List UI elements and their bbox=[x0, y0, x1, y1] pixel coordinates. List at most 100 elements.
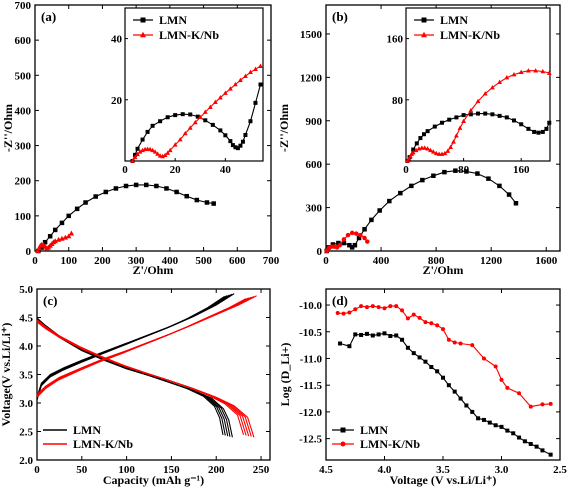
inset-data-point bbox=[160, 153, 166, 159]
data-point bbox=[493, 423, 498, 428]
inset-data-point bbox=[490, 112, 495, 117]
y-axis-label: Log (D_Li+) bbox=[278, 343, 292, 407]
data-point bbox=[74, 206, 80, 212]
data-point bbox=[52, 227, 58, 233]
data-point bbox=[336, 240, 341, 246]
discharge-curve bbox=[36, 321, 255, 438]
inset-data-point bbox=[145, 129, 150, 134]
inset-data-point bbox=[468, 112, 473, 117]
legend-marker bbox=[140, 17, 146, 23]
x-tick-label: 0 bbox=[323, 255, 329, 267]
data-point bbox=[66, 233, 72, 239]
data-point bbox=[548, 452, 553, 457]
data-point bbox=[511, 431, 516, 436]
legend-label: LMN bbox=[159, 13, 187, 27]
panel-label: (c) bbox=[43, 293, 57, 308]
inset-data-point bbox=[512, 118, 516, 123]
inset-data-point bbox=[195, 114, 200, 119]
inset-data-point bbox=[173, 113, 178, 118]
data-point bbox=[335, 311, 340, 316]
inset-data-point bbox=[511, 71, 517, 77]
data-point bbox=[376, 305, 381, 310]
data-point bbox=[458, 341, 463, 346]
inset-data-point bbox=[150, 123, 155, 128]
discharge-curve bbox=[36, 321, 252, 437]
data-point bbox=[62, 234, 69, 240]
panel-label: (b) bbox=[332, 9, 348, 24]
data-point bbox=[388, 334, 393, 339]
y-tick-label: 1200 bbox=[300, 72, 323, 84]
data-point bbox=[194, 197, 200, 203]
data-point bbox=[435, 323, 440, 328]
inset-data-point bbox=[187, 125, 193, 130]
x-tick-label: 250 bbox=[253, 464, 270, 476]
data-point bbox=[354, 231, 359, 236]
data-point bbox=[481, 356, 486, 361]
data-point bbox=[353, 332, 358, 337]
data-point bbox=[362, 227, 367, 232]
data-point bbox=[442, 169, 447, 175]
inset-data-point bbox=[180, 112, 185, 117]
x-tick-label: 3.5 bbox=[436, 464, 450, 476]
inset-data-point bbox=[432, 124, 437, 129]
data-point bbox=[423, 359, 428, 364]
discharge-curve bbox=[36, 318, 229, 437]
data-point bbox=[347, 242, 352, 248]
data-point bbox=[400, 337, 405, 342]
legend-label: LMN-K/Nb bbox=[440, 28, 500, 42]
data-point bbox=[411, 312, 416, 317]
inset-x-tick-label: 80 bbox=[458, 164, 470, 176]
legend-label: LMN bbox=[360, 423, 388, 437]
inset-data-point bbox=[410, 149, 416, 155]
data-point bbox=[441, 327, 445, 332]
inset-data-point bbox=[532, 129, 537, 134]
y-tick-label: 300 bbox=[15, 141, 32, 153]
data-point bbox=[506, 192, 512, 197]
inset-data-point bbox=[407, 153, 413, 159]
data-point bbox=[164, 186, 169, 191]
data-point bbox=[184, 193, 189, 199]
data-point bbox=[359, 332, 364, 337]
inset-data-point bbox=[147, 146, 153, 152]
inset-data-point bbox=[428, 147, 433, 153]
data-point bbox=[394, 333, 399, 338]
data-point bbox=[513, 200, 519, 206]
inset-data-point bbox=[405, 158, 410, 163]
data-point bbox=[517, 435, 522, 440]
inset-data-point bbox=[152, 149, 158, 154]
y-axis-label: -Z''/Ohm bbox=[277, 104, 291, 152]
data-point bbox=[365, 239, 370, 244]
data-point bbox=[476, 416, 481, 421]
x-axis-label: Voltage (V vs.Li/Li⁺) bbox=[390, 473, 497, 487]
inset-data-point bbox=[476, 111, 480, 116]
data-point bbox=[382, 331, 387, 336]
inset-data-point bbox=[540, 129, 545, 134]
inset-data-point bbox=[411, 147, 416, 152]
data-point bbox=[435, 369, 440, 374]
y-tick-label: 700 bbox=[15, 0, 32, 12]
x-tick-label: 300 bbox=[128, 255, 145, 267]
data-point bbox=[103, 189, 109, 195]
x-tick-label: 4.0 bbox=[378, 464, 392, 476]
inset-y-tick-label: 20 bbox=[111, 95, 123, 107]
data-point bbox=[398, 190, 403, 196]
data-point bbox=[405, 316, 410, 321]
inset-data-point bbox=[207, 104, 213, 109]
data-point bbox=[517, 391, 522, 396]
inset-data-point bbox=[258, 63, 263, 68]
inset-data-point bbox=[253, 66, 258, 71]
inset-data-point bbox=[137, 149, 143, 154]
data-point bbox=[68, 230, 75, 236]
inset-data-point bbox=[165, 150, 171, 155]
x-tick-label: 500 bbox=[195, 255, 212, 267]
x-tick-label: 4.5 bbox=[319, 464, 333, 476]
data-point bbox=[337, 242, 343, 248]
y-tick-label: 200 bbox=[15, 176, 32, 188]
y-tick-label: 3.5 bbox=[19, 370, 33, 382]
inset-data-point bbox=[248, 69, 253, 75]
inset-data-point bbox=[422, 132, 426, 137]
data-point bbox=[330, 242, 336, 247]
inset-data-point bbox=[150, 147, 155, 153]
inset-data-point bbox=[422, 145, 428, 150]
x-axis-label: Z'/Ohm bbox=[133, 263, 174, 277]
